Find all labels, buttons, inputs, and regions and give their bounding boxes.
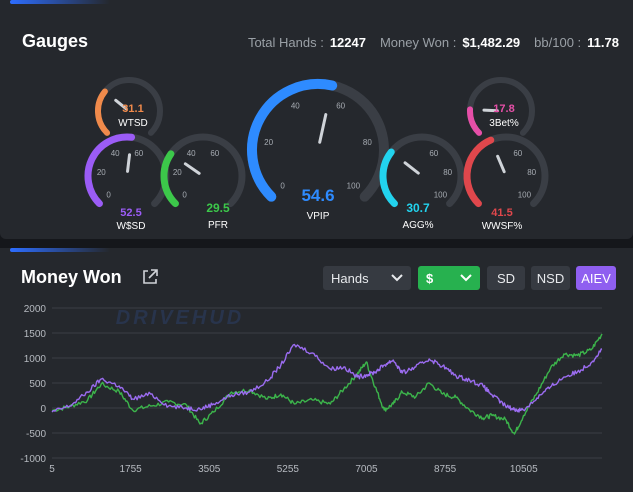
gauge-label-pfr: PFR	[208, 220, 228, 231]
hands-dropdown-label: Hands	[331, 270, 369, 286]
gauge-value-pfr: 29.5	[206, 201, 230, 215]
y-tick-label: 0	[40, 404, 46, 415]
gauge-tick-label: 80	[363, 138, 372, 147]
gauge-fill	[84, 133, 136, 208]
bb100-value: 11.78	[587, 35, 619, 50]
gauge-value-agg: 30.7	[406, 201, 430, 215]
x-tick-label: 3505	[198, 464, 221, 475]
toggle-aiev[interactable]: AIEV	[576, 266, 616, 290]
gauge-vpip: 0 20 40 60 80 100	[247, 79, 389, 202]
gauge-tick-label: 0	[106, 190, 111, 199]
gauge-fill	[379, 148, 398, 208]
y-tick-label: 2000	[24, 304, 47, 315]
gauge-tick-label: 100	[434, 190, 448, 199]
gauge-pfr: 0 20 40 60	[160, 133, 246, 208]
panel-accent-bar	[10, 248, 110, 252]
gauge-fill	[95, 88, 111, 136]
gauge-wsd: 0 20 40 60	[84, 133, 170, 208]
y-tick-label: 500	[29, 379, 46, 390]
gauge-value-wsd: 52.5	[120, 207, 141, 219]
chevron-down-icon	[460, 274, 472, 282]
gauge-tick-label: 60	[210, 149, 219, 158]
gauge-needle	[183, 162, 201, 175]
gauge-wwsf: 60 80 100	[463, 133, 549, 208]
y-tick-label: 1000	[24, 354, 47, 365]
gauge-value-vpip: 54.6	[301, 186, 334, 205]
toggle-sd[interactable]: SD	[487, 266, 525, 290]
gauge-label-wtsd: WTSD	[118, 118, 147, 129]
gauge-label-3bet: 3Bet%	[489, 118, 519, 129]
gauge-tick-label: 0	[280, 181, 285, 190]
gauges-cluster: 0 20 40 60 0 20 40 60 0 20 40 60 80 100 60 80 100 60 80 100…	[84, 77, 549, 232]
gauge-label-vpip: VPIP	[307, 211, 330, 222]
gauge-3bet	[467, 77, 535, 136]
gauge-tick-label: 60	[513, 149, 522, 158]
gauge-value-wwsf: 41.5	[491, 207, 512, 219]
gauges-panel: Gauges Total Hands : 12247 Money Won : $…	[0, 0, 633, 239]
gauge-tick-label: 80	[527, 168, 536, 177]
total-hands-label: Total Hands :	[247, 35, 324, 50]
gauge-tick-label: 40	[111, 149, 120, 158]
total-hands-value: 12247	[329, 35, 366, 50]
gauge-fill	[467, 106, 483, 136]
gauge-tick-label: 20	[97, 168, 106, 177]
gauges-title: Gauges	[22, 31, 89, 51]
gauge-needle	[403, 161, 420, 175]
gauge-tick-label: 40	[291, 101, 300, 110]
toggle-nsd[interactable]: NSD	[531, 266, 570, 290]
external-link-icon[interactable]	[141, 268, 159, 286]
watermark: DRIVEHUD	[116, 307, 244, 329]
money-won-value: $1,482.29	[462, 35, 521, 50]
gauge-fill	[160, 150, 179, 208]
gauge-needle	[318, 113, 328, 144]
gauge-needle	[126, 153, 132, 173]
gauge-tick-label: 60	[336, 101, 345, 110]
y-tick-label: -500	[26, 429, 46, 440]
gauge-value-wtsd: 31.1	[122, 103, 143, 115]
series-line-1	[51, 343, 603, 413]
gauge-tick-label: 100	[518, 190, 532, 199]
x-tick-label: 1755	[119, 464, 142, 475]
series-line-0	[51, 333, 603, 435]
gauge-needle	[482, 108, 499, 113]
x-tick-label: 10505	[510, 464, 538, 475]
currency-dropdown[interactable]: $	[418, 266, 480, 290]
money-won-panel: Money Won	[0, 248, 633, 492]
chevron-down-icon	[391, 274, 403, 282]
gauge-tick-label: 20	[173, 168, 182, 177]
gauge-agg: 60 80 100	[379, 133, 465, 208]
gauge-value-3bet: 17.8	[493, 103, 514, 115]
y-tick-label: -1000	[20, 454, 46, 465]
gauge-tick-label: 60	[429, 149, 438, 158]
y-tick-label: 1500	[24, 329, 47, 340]
gauge-label-wwsf: WWSF%	[482, 221, 523, 232]
gauge-label-wsd: W$SD	[117, 221, 146, 232]
hands-dropdown[interactable]: Hands	[323, 266, 411, 290]
gauge-tick-label: 100	[347, 181, 361, 190]
x-tick-label: 7005	[355, 464, 378, 475]
summary-stats: Total Hands : 12247 Money Won : $1,482.2…	[248, 35, 619, 50]
gauge-tick-label: 20	[264, 138, 273, 147]
gauge-needle	[114, 98, 128, 111]
gauge-label-agg: AGG%	[402, 220, 433, 231]
gauge-needle	[496, 154, 506, 174]
bb100-label: bb/100 :	[534, 35, 582, 50]
gauge-tick-label: 0	[182, 190, 187, 199]
gauge-fill	[463, 136, 495, 208]
gauge-tick-label: 60	[134, 149, 143, 158]
money-won-label: Money Won :	[379, 35, 457, 50]
gauge-fill	[247, 79, 338, 202]
currency-dropdown-label: $	[426, 270, 434, 286]
money-won-title: Money Won	[21, 267, 122, 287]
gauge-wtsd	[95, 77, 163, 136]
x-tick-label: 5255	[277, 464, 300, 475]
gauge-tick-label: 80	[443, 168, 452, 177]
panel-accent-bar	[10, 0, 110, 4]
gauge-tick-label: 40	[187, 149, 196, 158]
x-tick-label: 5	[49, 464, 55, 475]
x-tick-label: 8755	[434, 464, 457, 475]
